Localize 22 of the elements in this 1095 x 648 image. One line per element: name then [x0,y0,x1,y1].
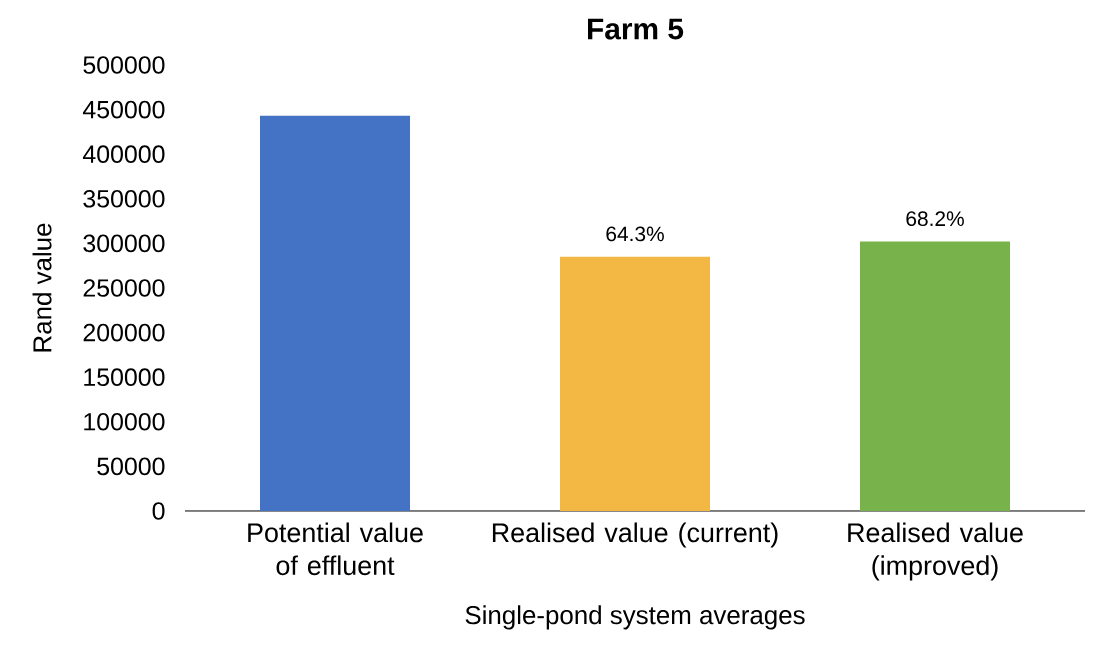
y-tick-label: 350000 [83,189,165,208]
y-tick-label: 450000 [82,100,165,119]
y-tick-label: 500000 [83,56,165,74]
x-tick-label: Potential value of effluent [248,522,423,576]
bar [560,256,711,511]
x-tick-label: Realised value (current) [492,522,778,548]
x-tick-label: Realised value (improved) [848,522,1023,581]
y-tick-label: 250000 [83,279,165,297]
y-tick-label: 0 [152,502,165,520]
y-axis-title: Rand value [32,223,52,352]
y-tick-label: 400000 [82,145,165,164]
y-tick-label: 100000 [84,412,165,431]
y-tick-label: 200000 [83,323,165,342]
x-axis-title: Single-pond system averages [465,605,805,630]
chart-title: Farm 5 [588,18,684,40]
annotation: 68.2% [906,211,964,227]
y-tick-label: 50000 [97,457,165,476]
bar [860,241,1011,511]
y-tick-label: 300000 [83,234,165,253]
y-tick-label: 150000 [84,368,165,387]
bar [260,115,411,511]
annotation: 64.3% [606,226,664,242]
